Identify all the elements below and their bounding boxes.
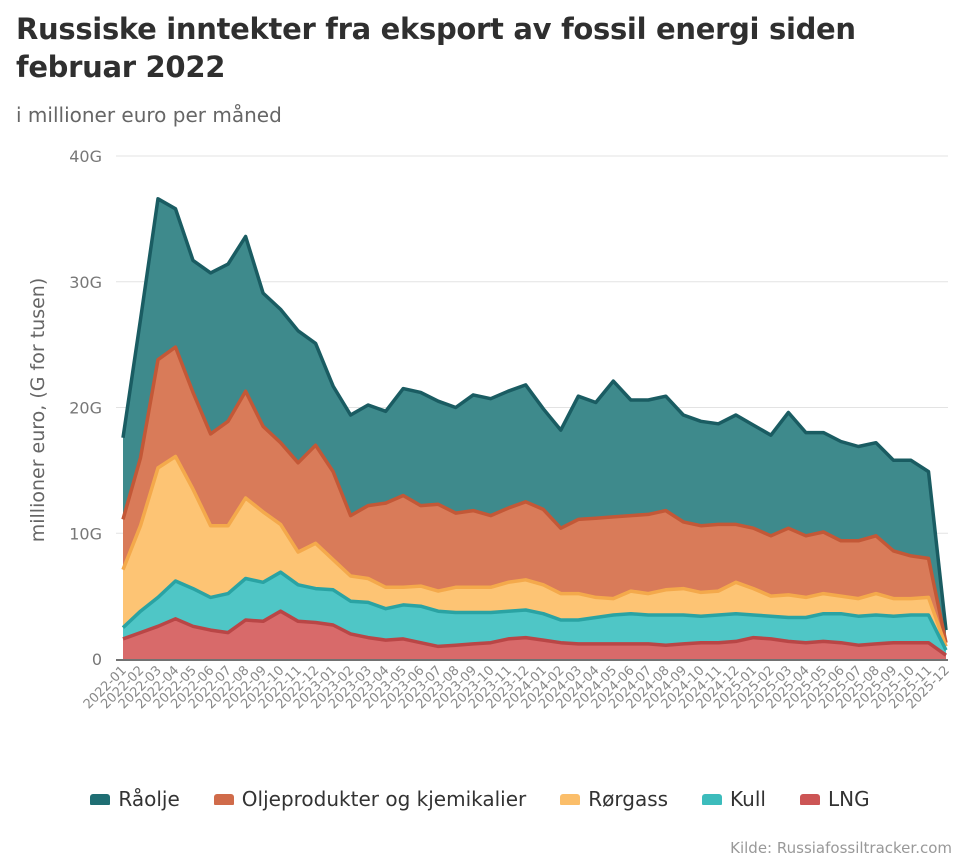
y-tick-label: 0 [92,650,102,669]
legend-label: Oljeprodukter og kjemikalier [241,787,527,811]
legend-label: Rørgass [588,787,669,811]
line-kull [121,570,948,651]
legend-item-kull[interactable]: Kull [702,787,766,811]
x-axis-ticks: 2022-012022-022022-032022-042022-052022-… [81,663,953,712]
legend-item-raolje[interactable]: Råolje [90,787,180,811]
series-areas [123,198,946,660]
line-r-olje [121,197,948,631]
legend-swatch-raolje-icon [90,793,111,805]
chart-subtitle: i millioner euro per måned [16,103,282,127]
legend: Råolje Oljeprodukter og kjemikalier Rørg… [0,787,960,811]
legend-item-lng[interactable]: LNG [799,787,870,811]
legend-label: LNG [827,787,870,811]
legend-label: Råolje [118,787,180,811]
line-r-rgass [121,454,948,647]
legend-swatch-lng-icon [799,793,820,805]
legend-label: Kull [730,787,766,811]
series-lines [121,197,948,657]
legend-item-rorgass[interactable]: Rørgass [560,787,668,811]
legend-swatch-rorgass-icon [560,793,581,805]
y-tick-label: 30G [69,273,102,292]
y-tick-label: 40G [69,147,102,166]
line-lng [122,609,948,657]
y-tick-label: 20G [69,399,102,418]
y-axis-ticks: 0 10G 20G 30G 40G [69,147,102,669]
chart-title: Russiske inntekter fra eksport av fossil… [16,12,856,84]
legend-item-oljeprodukter[interactable]: Oljeprodukter og kjemikalier [213,787,527,811]
line-oljeprodukter-og-kjemikalier [121,345,948,644]
area-lng [123,611,946,659]
legend-swatch-oljeprodukter-icon [213,793,234,805]
legend-swatch-kull-icon [702,793,723,805]
source-credit: Kilde: Russiafossiltracker.com [730,839,952,857]
y-tick-label: 10G [69,524,102,543]
